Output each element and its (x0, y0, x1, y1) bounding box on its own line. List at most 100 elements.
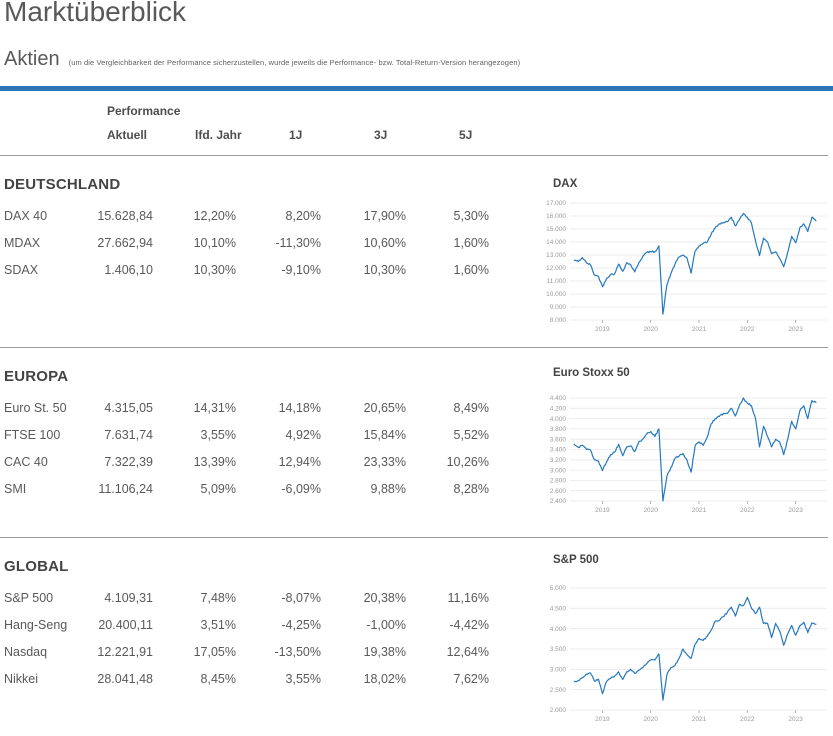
row-value: 15,84% (363, 427, 406, 442)
y-axis-label: 3.500 (550, 646, 567, 653)
column-header-5j: 5J (459, 128, 473, 142)
table-row: S&P 500 4.109,31 7,48% -8,07% 20,38% 11,16% (0, 584, 489, 611)
chart-title: DAX (553, 178, 578, 190)
x-axis-label: 2019 (595, 716, 610, 723)
y-axis-label: 9.000 (550, 304, 567, 311)
row-label: MDAX (4, 235, 41, 250)
y-axis-label: 5.000 (550, 585, 567, 592)
row-value: 8,28% (453, 481, 489, 496)
x-axis-label: 2019 (595, 507, 610, 514)
row-value: 8,45% (200, 671, 236, 686)
x-axis-label: 2023 (788, 507, 803, 514)
row-label: Euro St. 50 (4, 400, 67, 415)
row-value: 12.221,91 (97, 644, 153, 659)
series-line (573, 596, 817, 701)
row-value: -8,07% (281, 590, 321, 605)
row-value: 17,90% (363, 208, 406, 223)
chart-dax: DAX 8.000 9.000 10.000 11.000 12.000 13.000 14… (540, 172, 833, 342)
row-label: SMI (4, 481, 27, 496)
column-header-aktuell: Aktuell (107, 128, 148, 142)
row-value: 5,09% (200, 481, 236, 496)
series-line (573, 397, 817, 502)
y-axis-label: 3.000 (550, 667, 567, 674)
chart-title: S&P 500 (553, 554, 599, 566)
x-axis-label: 2020 (643, 507, 658, 514)
column-header-3j: 3J (374, 128, 388, 142)
subsection-header: Aktien (um die Vergleichbarkeit der Perf… (4, 48, 520, 71)
x-axis-label: 2020 (643, 326, 658, 333)
row-value: 7.322,39 (104, 454, 153, 469)
row-value: 4.315,05 (104, 400, 153, 415)
row-value: 3,55% (285, 671, 321, 686)
row-value: 8,20% (285, 208, 321, 223)
row-value: 7,48% (200, 590, 236, 605)
row-value: 9,88% (370, 481, 406, 496)
y-axis-label: 4.500 (550, 606, 567, 613)
y-axis-label: 2.500 (550, 687, 567, 694)
accent-divider (0, 86, 833, 91)
header-divider (0, 155, 828, 156)
table-row: Nasdaq 12.221,91 17,05% -13,50% 19,38% 12,64% (0, 638, 489, 665)
column-header-lfd-jahr: lfd. Jahr (195, 128, 242, 142)
subsection-note: (um die Vergleichbarkeit der Performance… (68, 58, 521, 67)
row-value: 20,38% (363, 590, 406, 605)
row-value: 15.628,84 (97, 208, 153, 223)
row-value: 14,18% (278, 400, 321, 415)
row-value: 28.041,48 (97, 671, 153, 686)
y-axis-label: 14.000 (546, 239, 566, 246)
y-axis-label: 2.400 (550, 498, 567, 505)
row-value: 13,39% (193, 454, 236, 469)
column-header-1j: 1J (289, 128, 303, 142)
y-axis-label: 4.200 (550, 406, 567, 413)
row-value: 14,31% (193, 400, 236, 415)
x-axis-label: 2021 (692, 507, 707, 514)
y-axis-label: 13.000 (546, 252, 566, 259)
row-value: 1,60% (453, 235, 489, 250)
y-axis-label: 3.600 (550, 436, 567, 443)
row-value: 10,30% (363, 262, 406, 277)
row-label: S&P 500 (4, 590, 54, 605)
table-row: FTSE 100 7.631,74 3,55% 4,92% 15,84% 5,52% (0, 421, 489, 448)
x-axis-label: 2022 (740, 326, 755, 333)
row-value: -9,10% (281, 262, 321, 277)
row-value: 17,05% (193, 644, 236, 659)
row-value: 10,26% (446, 454, 489, 469)
row-value: 20.400,11 (98, 617, 153, 632)
section-title: EUROPA (4, 368, 69, 385)
y-axis-label: 2.600 (550, 488, 567, 495)
row-label: Hang-Seng (4, 617, 68, 632)
series-line (573, 212, 817, 315)
row-value: -1,00% (366, 617, 406, 632)
y-axis-label: 3.000 (550, 467, 567, 474)
y-axis-label: 8.000 (550, 317, 567, 324)
x-axis-label: 2020 (643, 716, 658, 723)
x-axis-label: 2023 (788, 716, 803, 723)
table-row: CAC 40 7.322,39 13,39% 12,94% 23,33% 10,26% (0, 448, 489, 475)
y-axis-label: 2.000 (550, 707, 567, 714)
section-title: DEUTSCHLAND (4, 176, 121, 193)
row-value: 12,64% (446, 644, 489, 659)
section-table: Euro St. 50 4.315,05 14,31% 14,18% 20,65% 8,4… (0, 394, 489, 502)
y-axis-label: 15.000 (546, 226, 566, 233)
y-axis-label: 3.200 (550, 457, 567, 464)
row-value: 7.631,74 (104, 427, 153, 442)
table-row: Nikkei 28.041,48 8,45% 3,55% 18,02% 7,62% (0, 665, 489, 692)
table-row: DAX 40 15.628,84 12,20% 8,20% 17,90% 5,30% (0, 202, 489, 229)
row-label: Nasdaq (4, 644, 48, 659)
row-value: 10,10% (193, 235, 236, 250)
performance-group-header: Performance (107, 104, 181, 118)
row-value: 20,65% (363, 400, 406, 415)
row-value: -6,09% (281, 481, 321, 496)
row-label: SDAX (4, 262, 39, 277)
table-row: SMI 11.106,24 5,09% -6,09% 9,88% 8,28% (0, 475, 489, 502)
row-value: 12,20% (193, 208, 236, 223)
x-axis-label: 2021 (692, 326, 707, 333)
row-value: 1.406,10 (104, 262, 153, 277)
row-value: 5,52% (453, 427, 489, 442)
row-label: DAX 40 (4, 208, 48, 223)
chart-euro-stoxx-50: Euro Stoxx 50 2.400 2.600 2.800 3.000 3.200 3… (540, 357, 833, 517)
y-axis-label: 4.000 (550, 626, 567, 633)
row-value: -4,42% (449, 617, 489, 632)
row-value: 10,60% (363, 235, 406, 250)
y-axis-label: 2.800 (550, 478, 567, 485)
